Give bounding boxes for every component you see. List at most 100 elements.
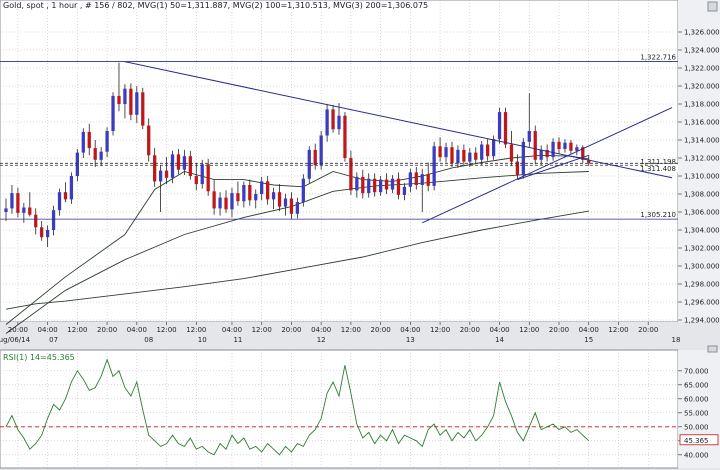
bear-candle [277,192,282,207]
bear-candle [147,125,151,156]
bear-candle [373,178,377,193]
bull-candle [99,151,103,160]
bear-candle [129,88,133,115]
date-label: 15 [584,336,593,344]
bear-candle [515,161,520,176]
rsi-title: RSI(1) 14=45.365 [3,353,75,362]
bull-candle [307,149,311,179]
bull-candle [295,202,300,214]
bear-candle [164,170,169,178]
bull-candle [158,170,163,182]
moving-average-line-2 [5,171,589,334]
bear-candle [414,172,418,185]
time-tick-label: 12:00 [519,326,539,334]
bull-candle [301,178,305,203]
rsi-tick-label: 40.000 [684,451,709,459]
rsi-current-value-box [679,434,719,446]
level-label: 1,305.210 [640,211,676,219]
bull-candle [170,154,175,178]
moving-average-line-3 [5,210,589,310]
time-tick-label: 12:00 [156,326,176,334]
trendlines-layer [124,61,673,224]
bull-candle [200,164,204,185]
maximize-button[interactable] [707,1,718,12]
bull-candle [242,185,246,202]
rsi-layer: 40.00045.00050.00055.00060.00065.00070.0… [0,358,719,459]
price-tick-label: 1,318.000 [684,101,720,109]
bear-candle [545,149,549,158]
bull-candle [22,207,26,213]
time-tick-label: 12:00 [186,326,206,334]
bull-candle [456,149,460,164]
bear-candle [153,155,157,182]
bull-candle [254,194,258,201]
bull-candle [527,131,531,142]
bear-candle [503,112,508,145]
bear-candle [93,148,97,160]
time-tick-label: 20:00 [549,326,569,334]
bear-candle [438,146,442,158]
bear-candle [117,95,121,104]
bear-candle [581,147,585,160]
bull-candle [123,88,127,104]
bear-candle [361,176,365,194]
bear-candle [176,154,181,170]
trendline [517,154,589,181]
bull-candle [45,230,50,238]
time-tick-label: 04:00 [579,326,599,334]
date-label: 11 [233,336,242,344]
bull-candle [575,147,579,151]
time-tick-label: 20:00 [97,326,117,334]
bull-candle [325,109,329,136]
price-marker-bg [658,164,678,173]
level-label: 1,322.716 [640,54,676,62]
rsi-axis-area [678,350,720,468]
time-tick-label: 04:00 [489,326,509,334]
bear-candle [343,115,347,158]
bear-candle [194,176,198,185]
bear-candle [224,197,228,210]
rsi-tick-label: 50.000 [684,423,709,431]
date-label: 12 [317,336,326,344]
bear-candle [533,131,537,160]
date-label: 13 [406,336,415,344]
bull-candle [230,193,234,210]
price-marker-label: 1,311.408 [640,165,676,173]
bear-candle [28,207,32,215]
date-label: 18 [672,336,681,344]
time-tick-label: 20:00 [281,326,301,334]
price-axis-area [678,0,720,322]
bear-candle [40,227,44,238]
bear-candle [396,178,401,195]
time-axis: 20:00 04:00 12:00 20:00 04:00 12:00 12:00 04:00… [0,322,680,344]
bull-candle [135,92,139,115]
panel-buttons [707,1,718,353]
rsi-tick-label: 60.000 [684,395,709,403]
bear-candle [462,149,466,162]
date-label: 07 [49,336,58,344]
rsi-tick-label: 65.000 [684,381,709,389]
time-tick-label: 20:00 [371,326,391,334]
bear-candle [331,109,335,130]
bull-candle [402,186,407,195]
price-tick-label: 1,316.000 [684,119,720,127]
time-tick-label: 12:00 [341,326,361,334]
rsi-current-value: 45.365 [684,437,709,445]
bull-candle [408,172,412,187]
bear-candle [63,192,68,200]
date-label: Aug/06/14 [0,336,31,344]
rsi-panel-button[interactable] [707,345,718,353]
price-axis: 1,294.000 1,296.000 1,298.000 1,300.000 1,30… [678,29,720,325]
bear-candle [509,144,514,162]
rsi-tick-label: 70.000 [684,367,709,375]
trendline [422,107,673,224]
bear-candle [141,92,145,126]
bull-candle [218,197,222,209]
time-tick-label: 04:00 [400,326,420,334]
bear-candle [349,158,353,191]
price-tick-label: 1,324.000 [684,47,720,55]
time-tick-label: 20:00 [460,326,480,334]
bear-candle [474,152,478,160]
time-axis-area [0,322,720,346]
bull-candle [69,176,74,200]
